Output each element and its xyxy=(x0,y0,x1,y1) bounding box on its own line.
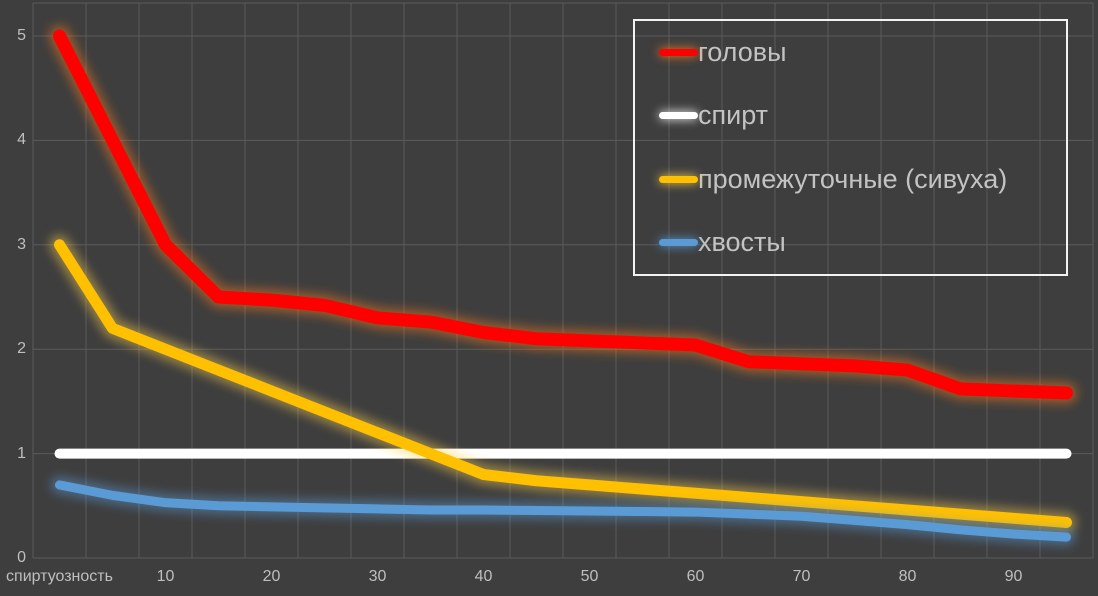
legend-label: промежуточные (сивуха) xyxy=(698,163,1008,194)
series-line-3 xyxy=(55,480,1071,542)
legend-swatch-icon xyxy=(659,175,698,183)
y-tick-label: 1 xyxy=(17,444,26,462)
series-line-2 xyxy=(54,239,1072,529)
legend-label: головы xyxy=(698,37,787,68)
x-tick-label: спиртуозность xyxy=(6,568,113,585)
legend-swatch-icon xyxy=(659,49,698,57)
legend-swatch-icon xyxy=(659,112,698,120)
y-tick-label: 2 xyxy=(17,340,26,358)
series-lines xyxy=(48,25,1078,547)
x-tick-label: 70 xyxy=(792,568,811,585)
x-tick-label: 60 xyxy=(686,568,705,585)
y-tick-label: 3 xyxy=(17,235,26,253)
legend-label: спирт xyxy=(698,100,768,131)
x-tick-label: 80 xyxy=(898,568,917,585)
y-tick-label: 5 xyxy=(17,27,26,44)
x-tick-label: 10 xyxy=(156,568,175,585)
x-tick-label: 30 xyxy=(368,568,387,585)
series-line-0 xyxy=(53,29,1073,400)
x-tick-label: 40 xyxy=(474,568,493,585)
legend-item: хвосты xyxy=(659,226,1066,257)
legend: головы спирт промежуточные (сивуха) хвосты xyxy=(633,19,1068,276)
x-tick-label: 20 xyxy=(262,568,281,585)
legend-item: спирт xyxy=(659,102,1066,129)
legend-item: головы xyxy=(659,39,1066,66)
y-tick-label: 0 xyxy=(17,549,26,566)
legend-swatch-icon xyxy=(659,238,698,246)
y-tick-label: 4 xyxy=(17,131,26,149)
legend-item: промежуточные (сивуха) xyxy=(659,163,1066,194)
legend-label: хвосты xyxy=(698,226,786,257)
x-tick-label: 50 xyxy=(580,568,599,585)
x-tick-label: 90 xyxy=(1004,568,1023,585)
